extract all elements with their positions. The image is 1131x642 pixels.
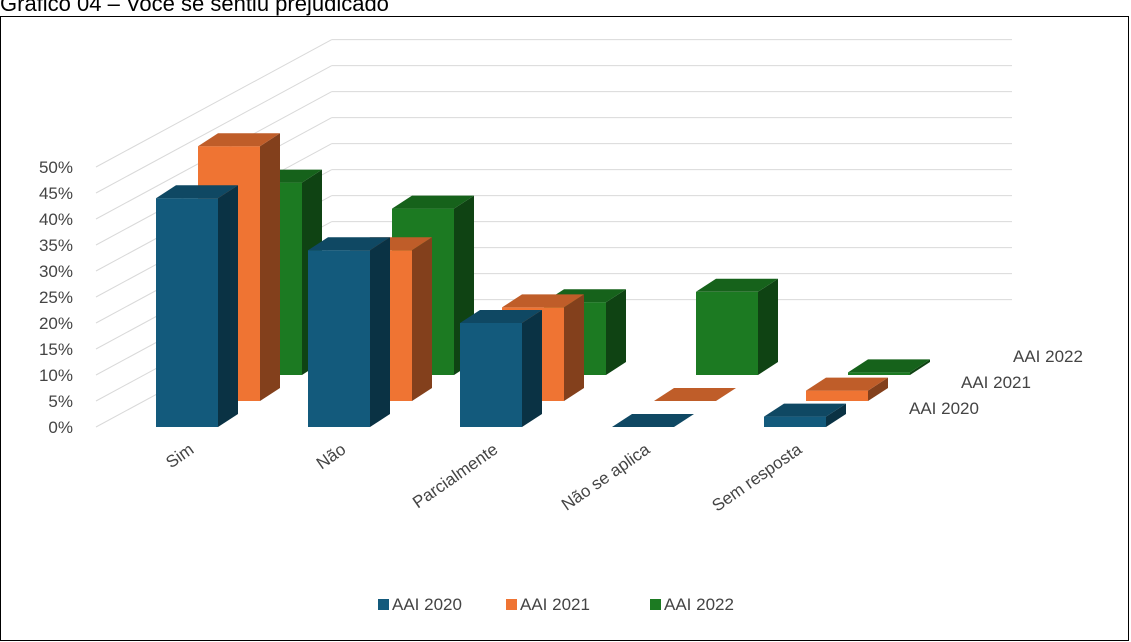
legend-swatch: [506, 599, 517, 610]
y-tick-label: 10%: [39, 366, 73, 385]
bar-front: [156, 198, 218, 427]
bar-top: [848, 359, 930, 373]
chart-title: Gráfico 04 – Você se sentiu prejudicado: [0, 0, 389, 16]
bar: [696, 278, 778, 375]
bar-top: [198, 133, 280, 147]
y-tick-label: 20%: [39, 314, 73, 333]
bar: [764, 403, 846, 427]
bar-front: [806, 390, 868, 401]
y-tick-label: 25%: [39, 288, 73, 307]
y-tick-label: 5%: [48, 392, 73, 411]
bar-front: [764, 416, 826, 427]
bar: [308, 237, 390, 427]
bar-top: [654, 388, 736, 401]
bar: [612, 414, 694, 427]
bar: [156, 185, 238, 427]
y-tick-label: 40%: [39, 210, 73, 229]
bar-side: [868, 377, 888, 401]
legend-item: AAI 2022: [650, 595, 734, 614]
y-tick-label: 35%: [39, 236, 73, 255]
bar: [806, 377, 888, 401]
bar: [460, 310, 542, 427]
bar-front: [308, 250, 370, 427]
depth-axis-label: AAI 2020: [909, 399, 979, 418]
category-label: Parcialmente: [409, 440, 501, 512]
bar-front: [460, 323, 522, 427]
legend-label: AAI 2022: [664, 595, 734, 614]
category-label: Não se aplica: [558, 439, 654, 514]
bar-side: [564, 294, 584, 401]
legend-item: AAI 2021: [506, 595, 590, 614]
depth-axis-label: AAI 2022: [1013, 347, 1083, 366]
bar-side: [758, 278, 778, 375]
bar-top: [764, 403, 846, 417]
bar-top: [806, 377, 888, 391]
category-label: Sim: [162, 440, 197, 472]
y-tick-label: 0%: [48, 418, 73, 437]
bar-side: [260, 133, 280, 401]
y-tick-label: 30%: [39, 262, 73, 281]
bar-side: [522, 310, 542, 427]
bar-front: [848, 372, 910, 375]
chart-frame: [0, 16, 1129, 641]
bar-side: [606, 289, 626, 375]
depth-axis-label: AAI 2021: [961, 373, 1031, 392]
bar-top: [308, 237, 390, 251]
category-label: Não: [313, 440, 349, 473]
y-tick-label: 15%: [39, 340, 73, 359]
legend-swatch: [650, 599, 661, 610]
bar-top: [156, 185, 238, 199]
legend-item: AAI 2020: [378, 595, 462, 614]
bar-side: [826, 403, 846, 427]
y-tick-label: 45%: [39, 184, 73, 203]
bar-front: [696, 291, 758, 375]
bar-side: [910, 359, 930, 375]
bar-side: [412, 237, 432, 401]
legend-swatch: [378, 599, 389, 610]
gridline-diagonal: [95, 39, 333, 168]
legend-label: AAI 2020: [392, 595, 462, 614]
bar-layer: [156, 133, 930, 427]
bar-top: [696, 278, 778, 292]
bar-top: [502, 294, 584, 308]
legend-label: AAI 2021: [520, 595, 590, 614]
bar-top: [612, 414, 694, 427]
bar-top: [392, 195, 474, 209]
y-tick-label: 50%: [39, 158, 73, 177]
legend: AAI 2020 AAI 2021 AAI 2022: [378, 595, 734, 614]
bar-side: [370, 237, 390, 427]
bar-side: [218, 185, 238, 427]
category-label: Sem resposta: [708, 439, 805, 515]
bar: [654, 388, 736, 401]
bar: [848, 359, 930, 375]
gridline-diagonal: [95, 65, 333, 194]
bar-top: [460, 310, 542, 323]
